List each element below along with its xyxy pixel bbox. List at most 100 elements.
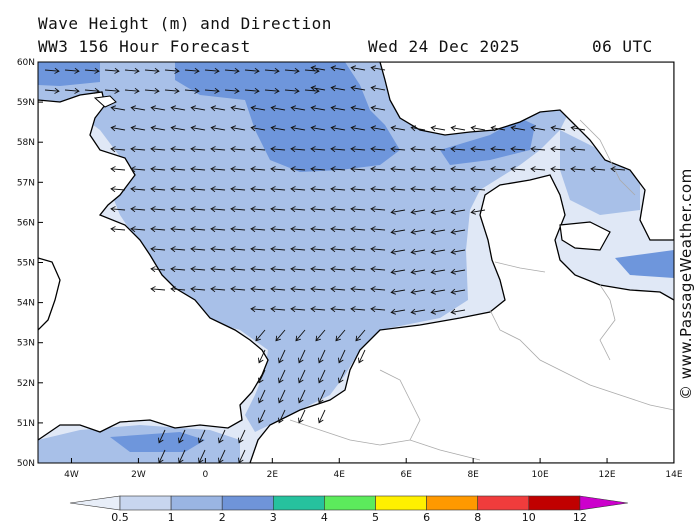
wave-arrow [450, 228, 466, 235]
wave-arrow [290, 125, 306, 132]
wave-arrow [350, 306, 366, 313]
wave-arrow [310, 85, 326, 92]
wave-arrow [104, 87, 120, 94]
wave-arrow [157, 429, 166, 444]
lat-label: 51N [17, 419, 35, 429]
ireland-land [38, 257, 61, 331]
colorbar-segment [426, 495, 479, 511]
wave-arrow [370, 186, 386, 193]
lat-label: 50N [17, 459, 35, 469]
wave-arrow [390, 146, 406, 153]
wave-arrow [190, 206, 206, 213]
wave-arrow [470, 146, 486, 153]
wave-arrow [290, 246, 306, 253]
wave-height-colorbar: 0.5 1 2 3 4 5 6 8 10 12 [69, 495, 628, 524]
wave-arrow [150, 226, 166, 233]
wave-arrow [210, 246, 226, 253]
wave-arrow [370, 146, 386, 153]
wave-arrow [230, 105, 246, 112]
wave-arrow [350, 186, 366, 193]
wave-arrow [190, 125, 206, 132]
wave-arrow [290, 105, 306, 112]
wave-arrow [410, 268, 426, 275]
wave-arrow [270, 105, 286, 112]
wave-arrow [297, 389, 306, 404]
wave-arrow [390, 166, 406, 173]
wave-arrow [290, 206, 306, 213]
wave-arrow [304, 67, 320, 74]
wave-arrow [150, 105, 166, 112]
wave-arrow [64, 87, 80, 94]
colorbar-segment [170, 495, 223, 511]
wave-arrow [550, 166, 566, 173]
wave-arrow [350, 206, 366, 213]
wave-arrow [270, 286, 286, 293]
lon-label: 4E [334, 470, 346, 480]
wave-arrow [130, 226, 146, 233]
wave-arrow [390, 125, 406, 132]
wave-arrow [210, 206, 226, 213]
wave-arrow [290, 166, 306, 173]
wave-arrow [370, 105, 386, 112]
wave-arrow [330, 226, 346, 233]
wave-arrow [110, 146, 126, 153]
wave-arrow [295, 329, 306, 342]
wave-arrow [355, 329, 366, 342]
wave-arrow [590, 166, 606, 173]
wave-arrow [230, 246, 246, 253]
wave-arrow [410, 186, 426, 193]
wave-arrow [110, 125, 126, 132]
wave-arrow [150, 266, 166, 273]
wave-arrow [130, 146, 146, 153]
wave-arrow [224, 67, 240, 74]
wave-arrow [270, 146, 286, 153]
wave-arrow [350, 246, 366, 253]
wave-arrow [450, 125, 466, 132]
wave-arrow [204, 67, 220, 74]
wave-arrow [277, 349, 286, 364]
wave-arrow [124, 67, 140, 74]
wave-arrow [350, 65, 366, 72]
wave-arrow [410, 208, 426, 215]
wave-arrow [530, 166, 546, 173]
wave-arrow [350, 286, 366, 293]
wave-arrow [357, 349, 366, 364]
wave-arrow [310, 105, 326, 112]
colorbar-label: 3 [270, 511, 277, 524]
wave-arrow [410, 146, 426, 153]
wave-arrow [330, 65, 346, 72]
wave-arrow [317, 409, 326, 424]
wave-arrow [250, 206, 266, 213]
wave-arrow [430, 308, 446, 315]
wave-arrow [257, 349, 266, 364]
colorbar-segment [272, 495, 325, 511]
colorbar-label: 10 [522, 511, 536, 524]
danish-islands [559, 221, 611, 251]
wave-arrow [150, 246, 166, 253]
lon-label: 14E [665, 470, 682, 480]
lat-label: 60N [17, 58, 35, 68]
wave-arrow [350, 166, 366, 173]
wave-arrow [370, 226, 386, 233]
forecast-date: Wed 24 Dec 2025 [368, 37, 520, 56]
wave-arrow [150, 186, 166, 193]
wave-arrow [297, 349, 306, 364]
wave-arrow [290, 186, 306, 193]
wave-arrow [257, 369, 266, 384]
wave-arrow [110, 226, 126, 233]
wave-arrow [430, 125, 446, 132]
wave-arrow [150, 286, 166, 293]
wave-arrow [450, 186, 466, 193]
wave-arrow [290, 266, 306, 273]
wave-arrow [144, 67, 160, 74]
sea-band-dark-northwest [38, 62, 100, 86]
wave-arrow [150, 146, 166, 153]
scandinavia-land [379, 62, 674, 241]
wave-arrow [270, 266, 286, 273]
lon-label: 12E [598, 470, 615, 480]
wave-arrow [390, 248, 406, 255]
forecast-model-line: WW3 156 Hour Forecast [38, 37, 251, 56]
wave-arrow [177, 429, 186, 444]
wave-arrow [330, 146, 346, 153]
